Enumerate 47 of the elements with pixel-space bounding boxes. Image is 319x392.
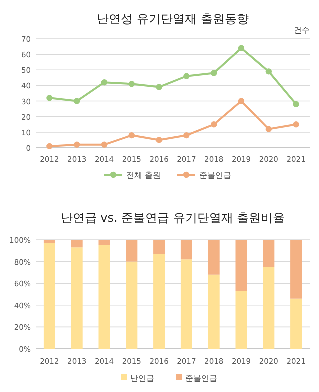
point bbox=[184, 132, 190, 139]
point bbox=[211, 122, 218, 128]
legend-label: 준불연급 bbox=[200, 171, 232, 180]
bar bbox=[236, 291, 248, 349]
bar bbox=[126, 262, 138, 349]
chart-title: 난연급 vs. 준불연급 유기단열재 출원비율 bbox=[60, 211, 286, 225]
chart-title: 난연성 유기단열재 출원동향 bbox=[97, 12, 249, 26]
point bbox=[74, 142, 80, 148]
point bbox=[101, 142, 108, 148]
bar bbox=[263, 267, 275, 349]
point bbox=[156, 137, 162, 144]
bar bbox=[98, 240, 110, 246]
point bbox=[266, 126, 272, 132]
point bbox=[293, 122, 300, 128]
point bbox=[238, 98, 245, 104]
bar bbox=[290, 240, 302, 299]
bar bbox=[44, 240, 56, 244]
legend-label: 전체 출원 bbox=[126, 171, 162, 180]
bar bbox=[208, 274, 220, 349]
bar bbox=[154, 240, 166, 254]
bar bbox=[290, 298, 302, 349]
bar bbox=[236, 240, 248, 292]
bar bbox=[71, 248, 83, 349]
point bbox=[266, 68, 272, 75]
point bbox=[101, 80, 108, 86]
point bbox=[211, 70, 218, 76]
bar bbox=[98, 245, 110, 349]
bar bbox=[180, 240, 192, 260]
point bbox=[156, 84, 162, 90]
point bbox=[128, 132, 135, 139]
bar bbox=[71, 240, 83, 248]
legend-label: 준불연급 bbox=[186, 374, 218, 383]
point bbox=[46, 95, 53, 102]
legend-label: 난연급 bbox=[130, 374, 154, 383]
point bbox=[128, 81, 135, 88]
bar bbox=[208, 240, 220, 275]
bar bbox=[44, 243, 56, 349]
bar bbox=[263, 240, 275, 268]
point bbox=[184, 73, 190, 80]
point bbox=[238, 45, 245, 52]
point bbox=[74, 98, 80, 104]
bar bbox=[154, 254, 166, 349]
bar bbox=[126, 240, 138, 262]
y-axis-title: 건수 bbox=[294, 26, 310, 35]
bar bbox=[180, 260, 192, 349]
point bbox=[293, 101, 300, 108]
point bbox=[46, 143, 53, 150]
